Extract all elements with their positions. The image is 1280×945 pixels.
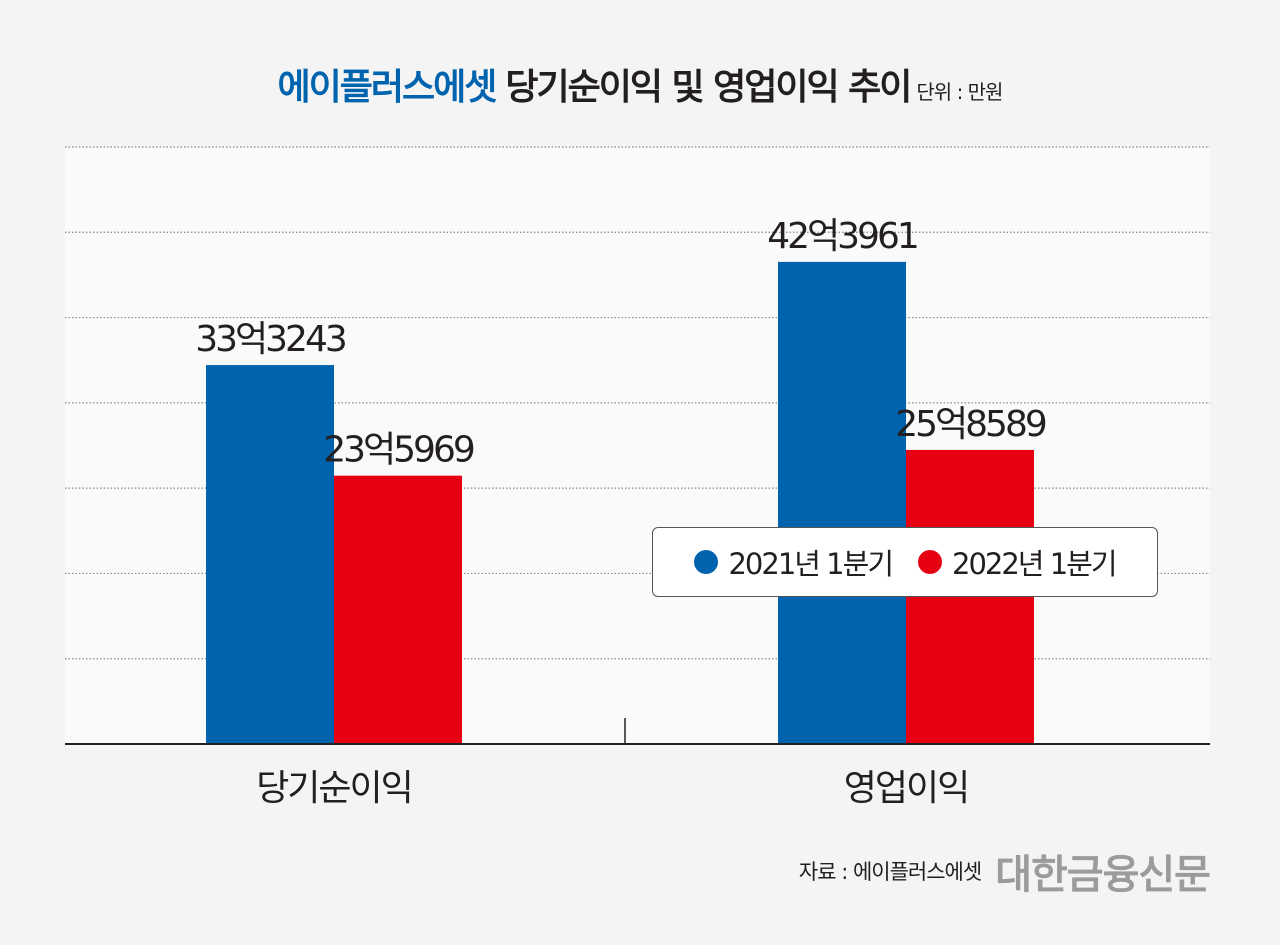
x-tick-label: 영업이익 xyxy=(844,768,968,809)
footer: 자료 : 에이플러스에셋 대한금융신문 xyxy=(798,842,1211,900)
source-note: 자료 : 에이플러스에셋 xyxy=(798,860,982,884)
publisher-logo: 대한금융신문 xyxy=(995,852,1211,898)
data-label: 33억3243 xyxy=(195,319,346,360)
chart-title: 에이플러스에셋 당기순이익 및 영업이익 추이 단위 : 만원 xyxy=(0,58,1280,110)
data-label: 25억8589 xyxy=(895,404,1046,445)
unit-label: 단위 : 만원 xyxy=(916,80,1003,104)
legend-label-2021: 2021년 1분기 xyxy=(728,547,894,581)
legend-label-2022: 2022년 1분기 xyxy=(952,547,1118,581)
title-brand: 에이플러스에셋 xyxy=(277,67,498,108)
bar-2-1 xyxy=(334,475,462,744)
bar-1-2 xyxy=(778,261,906,744)
data-label: 23억5969 xyxy=(323,430,474,471)
legend-swatch-2021 xyxy=(694,550,719,574)
legend-swatch-2022 xyxy=(918,550,942,574)
legend: 2021년 1분기 2022년 1분기 xyxy=(652,527,1158,597)
data-label: 42억3961 xyxy=(767,216,917,257)
bar-1-1 xyxy=(206,365,334,744)
legend-item-2021: 2021년 1분기 xyxy=(694,541,894,583)
title-main: 당기순이익 및 영업이익 추이 xyxy=(505,67,912,108)
legend-item-2022: 2022년 1분기 xyxy=(918,541,1118,583)
x-tick-label: 당기순이익 xyxy=(256,768,412,809)
